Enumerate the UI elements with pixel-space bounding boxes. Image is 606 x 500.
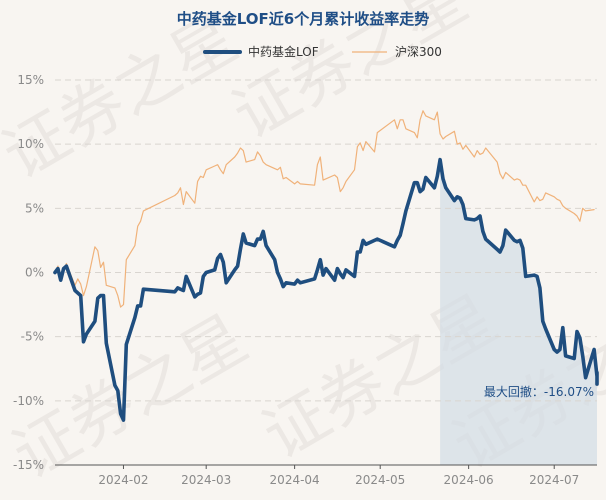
x-tick-label: 2024-02 [98, 473, 148, 487]
y-tick-label: -10% [13, 394, 44, 408]
max-drawdown-label: 最大回撤：-16.07% [484, 384, 594, 399]
x-tick-label: 2024-06 [444, 473, 494, 487]
x-tick-label: 2024-03 [181, 473, 231, 487]
y-tick-label: -15% [13, 458, 44, 472]
x-tick-label: 2024-07 [529, 473, 579, 487]
series-line-index [54, 110, 595, 308]
series-line-fund [53, 157, 599, 422]
legend-label-fund: 中药基金LOF [248, 44, 319, 59]
drawdown-area [440, 159, 597, 465]
y-tick-label: 10% [17, 137, 44, 151]
x-tick-label: 2024-05 [355, 473, 405, 487]
y-tick-label: -5% [21, 330, 44, 344]
series-layer [53, 110, 599, 422]
x-axis: 2024-02 2024-03 2024-04 2024-05 2024-06 2024-… [55, 464, 597, 487]
legend: 中药基金LOF 沪深300 [203, 44, 442, 59]
legend-label-index: 沪深300 [395, 45, 442, 59]
drawdown-layer [440, 159, 597, 465]
y-tick-label: 5% [25, 201, 44, 215]
y-tick-label: 15% [17, 73, 44, 87]
chart-title: 中药基金LOF近6个月累计收益率走势 [177, 10, 429, 28]
x-tick-label: 2024-04 [270, 473, 320, 487]
y-tick-label: 0% [25, 266, 44, 280]
y-axis: 15% 10% 5% 0% -5% -10% -15% [13, 73, 44, 472]
grid [55, 79, 597, 466]
